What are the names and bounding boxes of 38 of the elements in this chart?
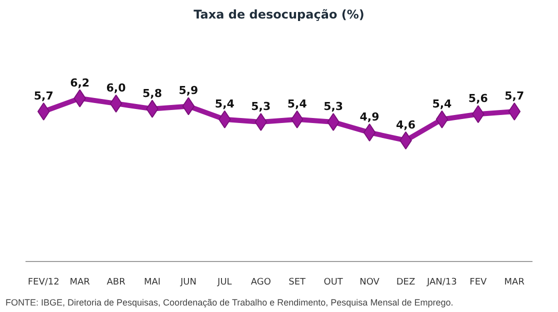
data-label: 5,7 <box>504 89 524 102</box>
data-label: 5,6 <box>468 92 488 106</box>
point <box>508 102 521 120</box>
x-tick-label: MAR <box>70 278 90 288</box>
x-tick-label: MAR <box>504 278 524 288</box>
x-tick-label: JUN <box>179 278 196 288</box>
data-label: 5,7 <box>34 89 54 102</box>
data-label: 5,4 <box>287 97 308 110</box>
data-label: 5,4 <box>214 97 235 110</box>
x-tick-label: AGO <box>250 278 271 288</box>
data-label: 5,3 <box>251 100 271 113</box>
x-tick-label: SET <box>288 278 306 288</box>
point <box>290 110 304 128</box>
x-tick-label: FEV <box>470 278 488 288</box>
data-label: 6,0 <box>106 82 126 95</box>
data-label: 5,9 <box>178 84 198 98</box>
chart-title: Taxa de desocupação (%) <box>194 8 364 22</box>
x-tick-label: DEZ <box>396 278 416 288</box>
x-tick-label: FEV/12 <box>28 278 60 288</box>
point <box>37 102 50 120</box>
x-tick-label: NOV <box>360 278 380 288</box>
data-label: 6,2 <box>70 76 90 90</box>
x-tick-label: JAN/13 <box>426 278 457 288</box>
point <box>182 97 195 116</box>
data-label: 5,8 <box>142 86 162 100</box>
point <box>110 94 122 113</box>
point <box>254 112 268 131</box>
point <box>363 124 376 142</box>
data-label: 5,4 <box>432 97 452 110</box>
data-label: 4,9 <box>360 110 380 124</box>
x-tick-label: JUL <box>216 278 232 288</box>
x-tick-label: OUT <box>324 278 344 288</box>
x-tick-label: MAI <box>144 278 161 288</box>
data-label: 5,3 <box>324 100 344 113</box>
x-tick-label: ABR <box>106 278 126 288</box>
source-note: FONTE: IBGE, Diretoria de Pesquisas, Coordenação de Trabalho e Rendimento, Pesquisa Mensal de Emprego. <box>6 298 454 308</box>
data-label: 4,6 <box>396 118 416 132</box>
point <box>436 110 448 128</box>
